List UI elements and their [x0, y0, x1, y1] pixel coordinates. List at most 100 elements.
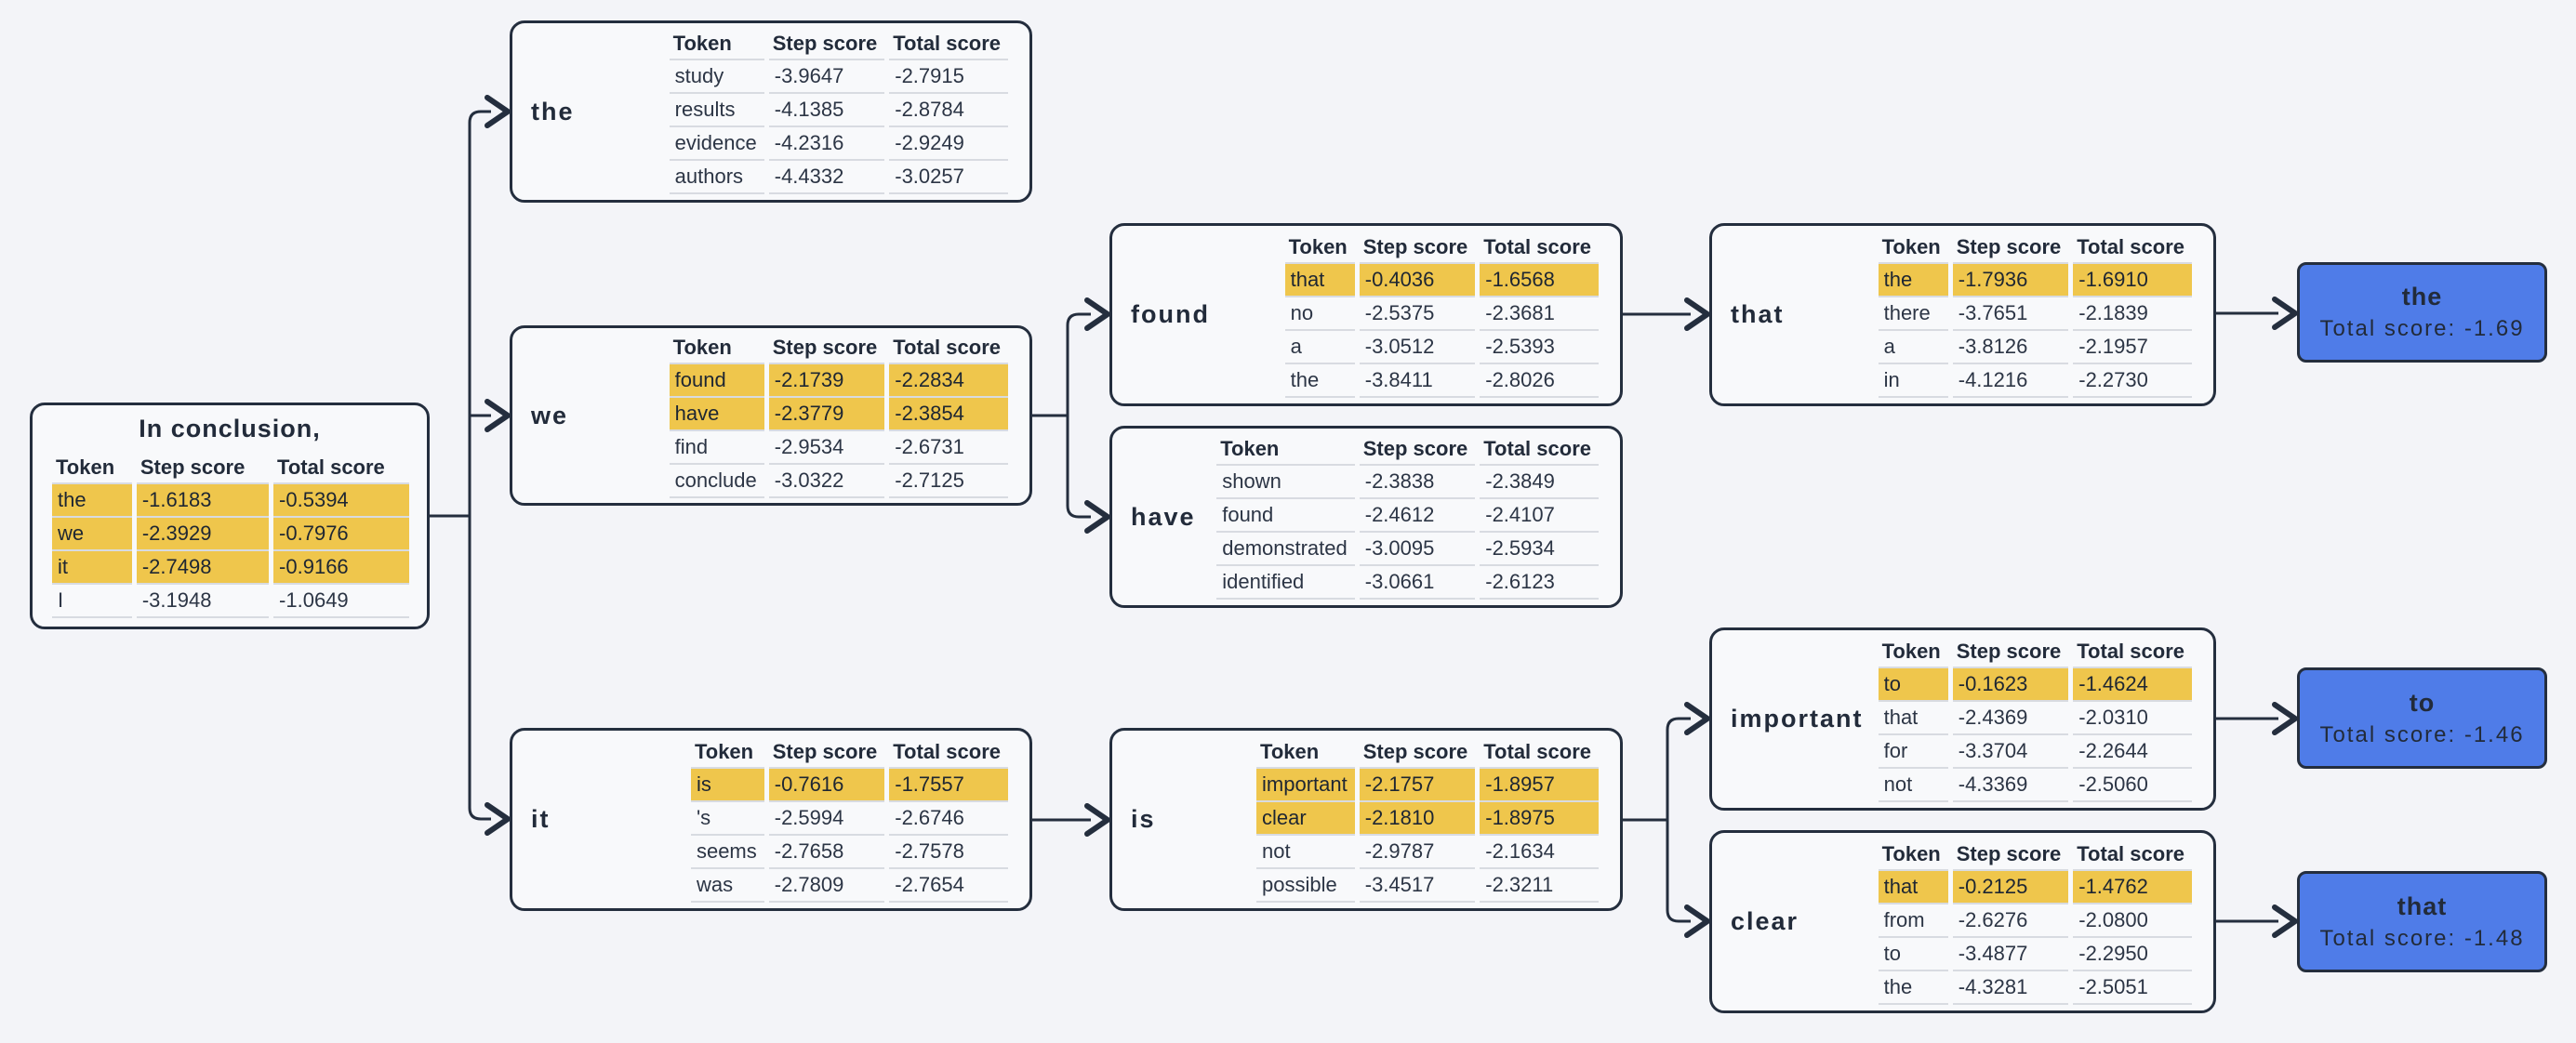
table-body: that -0.4036 -1.6568 no -2.5375 -2.3681 a -3.05…	[1284, 263, 1599, 398]
col-total-score: Total score	[1480, 737, 1599, 769]
cell-step-score: -2.7658	[768, 836, 885, 869]
col-token: Token	[1878, 637, 1948, 668]
col-step-score: Step score	[1359, 232, 1476, 264]
node-that-table: Token Step score Total score the -1.7936-…	[1874, 232, 2197, 398]
cell-token: found	[1216, 499, 1355, 533]
table-header-row: Token Step score Total score	[1256, 737, 1599, 769]
token-row: in -4.1216 -2.2730	[1878, 364, 2192, 398]
token-row: that -2.4369 -2.0310	[1878, 702, 2192, 735]
node-important-label: important	[1731, 705, 1864, 733]
cell-step-score: -2.9787	[1359, 836, 1476, 869]
connector-that-to-final-the	[2216, 297, 2298, 330]
cell-step-score: -2.1810	[1359, 801, 1476, 836]
cell-step-score: -3.1948	[136, 585, 270, 618]
table-header-row: Token Step score Total score	[1878, 637, 2192, 668]
cell-total-score: -1.8975	[1480, 801, 1599, 836]
cell-total-score: -0.7976	[273, 517, 409, 551]
cell-total-score: -2.0310	[2073, 702, 2192, 735]
token-row: is -0.7616 -1.7557	[690, 768, 1008, 802]
connector-clear-to-final-that	[2216, 904, 2298, 938]
final-node-to: to Total score: -1.46	[2297, 667, 2547, 769]
cell-step-score: -3.0661	[1359, 566, 1476, 600]
col-total-score: Total score	[273, 453, 409, 484]
connector-we-to-have	[1066, 416, 1110, 534]
table-head: Token Step score Total score	[669, 333, 1008, 364]
token-row: clear -2.1810 -1.8975	[1256, 801, 1599, 836]
token-row: 's -2.5994 -2.6746	[690, 802, 1008, 836]
cell-step-score: -2.1739	[768, 364, 885, 398]
table-body: study -3.9647 -2.7915 results -4.1385 -2.8784…	[669, 60, 1008, 194]
col-step-score: Step score	[1952, 637, 2069, 668]
cell-token: the	[1878, 263, 1948, 297]
table-body: that -0.2125 -1.4762 from -2.6276 -2.0800 to -3…	[1878, 870, 2192, 1005]
cell-step-score: -4.1216	[1952, 364, 2069, 398]
node-is-label: is	[1131, 805, 1156, 833]
cell-token: found	[669, 364, 764, 398]
cell-step-score: -3.8411	[1359, 364, 1476, 398]
cell-token: it	[52, 550, 132, 585]
col-step-score: Step score	[1952, 839, 2069, 871]
cell-step-score: -2.5375	[1359, 297, 1476, 331]
cell-step-score: -2.1757	[1359, 768, 1476, 802]
table-header-row: Token Step score Total score	[1216, 434, 1599, 466]
cell-token: have	[669, 398, 764, 431]
connector-found-to-that	[1623, 297, 1710, 331]
token-row: the -1.7936 -1.6910	[1878, 263, 2192, 297]
final-node-that-label: that	[2397, 891, 2448, 920]
token-row: study -3.9647 -2.7915	[669, 60, 1008, 94]
col-token: Token	[669, 29, 764, 60]
cell-token: a	[1878, 331, 1948, 364]
token-row: find -2.9534 -2.6731	[669, 431, 1008, 465]
final-node-the-label: the	[2401, 283, 2443, 310]
cell-token: was	[690, 869, 764, 903]
cell-step-score: -0.2125	[1952, 870, 2069, 904]
cell-step-score: -2.4369	[1952, 702, 2069, 735]
cell-token: evidence	[669, 127, 764, 161]
col-token: Token	[669, 333, 764, 364]
table-body: is -0.7616 -1.7557's -2.5994 -2.6746 seems -2.…	[690, 768, 1008, 903]
table-head: Token Step score Total score	[1878, 232, 2192, 264]
node-found: found Token Step score Total score that -…	[1109, 223, 1623, 406]
cell-total-score: -2.6123	[1480, 566, 1599, 600]
cell-step-score: -4.4332	[768, 161, 885, 194]
cell-total-score: -2.3854	[889, 398, 1008, 431]
cell-token: that	[1878, 870, 1948, 904]
table-header-row: Token Step score Total score	[52, 453, 409, 484]
cell-total-score: -1.6910	[2073, 263, 2192, 297]
table-body: important -2.1757 -1.8957 clear -2.1810 -1.89…	[1256, 768, 1599, 903]
cell-total-score: -2.2730	[2073, 364, 2192, 398]
cell-step-score: -4.3369	[1952, 769, 2069, 802]
node-we-table: Token Step score Total score found -2.173…	[665, 333, 1013, 498]
token-row: important -2.1757 -1.8957	[1256, 768, 1599, 802]
cell-total-score: -1.8957	[1480, 768, 1599, 802]
token-row: conclude -3.0322 -2.7125	[669, 465, 1008, 498]
col-token: Token	[1284, 232, 1355, 264]
table-head: Token Step score Total score	[1256, 737, 1599, 769]
node-the-label: the	[531, 97, 575, 125]
cell-step-score: -2.9534	[768, 431, 885, 465]
cell-token: we	[52, 517, 132, 551]
token-row: results -4.1385 -2.8784	[669, 94, 1008, 127]
token-row: the -3.8411 -2.8026	[1284, 364, 1599, 398]
token-row: there -3.7651 -2.1839	[1878, 297, 2192, 331]
cell-token: to	[1878, 938, 1948, 971]
connector-is-to-clear	[1666, 820, 1710, 938]
col-step-score: Step score	[768, 333, 885, 364]
cell-step-score: -1.7936	[1952, 263, 2069, 297]
col-total-score: Total score	[889, 737, 1008, 769]
node-the-table: Token Step score Total score study -3.964…	[665, 29, 1013, 194]
node-important: important Token Step score Total score t…	[1709, 627, 2216, 811]
token-row: seems -2.7658 -2.7578	[690, 836, 1008, 869]
col-total-score: Total score	[1480, 232, 1599, 264]
col-step-score: Step score	[768, 29, 885, 60]
col-token: Token	[52, 453, 132, 484]
connector-root-to-we	[470, 399, 511, 432]
token-row: the -4.3281 -2.5051	[1878, 971, 2192, 1005]
node-the: the Token Step score Total score study -3…	[510, 20, 1032, 203]
cell-total-score: -2.1839	[2073, 297, 2192, 331]
node-clear-table: Token Step score Total score that -0.2125…	[1874, 839, 2197, 1005]
node-root: In conclusion, Token Step score Total sc…	[30, 403, 430, 629]
token-row: not -4.3369 -2.5060	[1878, 769, 2192, 802]
cell-step-score: -3.0322	[768, 465, 885, 498]
table-head: Token Step score Total score	[1216, 434, 1599, 466]
